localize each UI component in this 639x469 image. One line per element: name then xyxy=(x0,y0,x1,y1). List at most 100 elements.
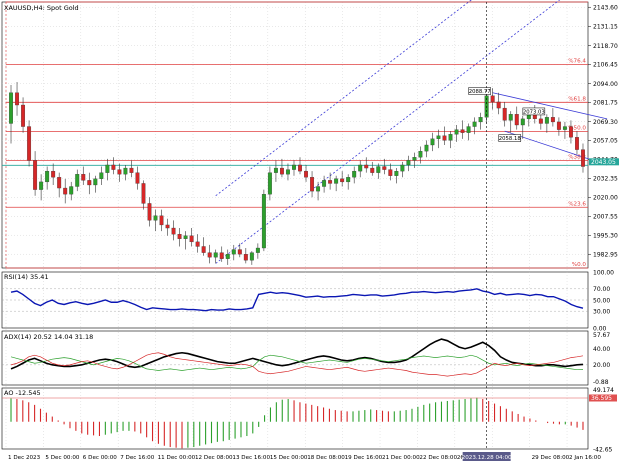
bear-candle xyxy=(243,254,248,261)
time-axis-label: 19 Dec 16:00 xyxy=(345,455,383,461)
price-box[interactable] xyxy=(522,107,546,116)
fib-level-label: %61.8 xyxy=(568,96,586,102)
bull-candle xyxy=(424,144,429,152)
symbol-title: XAUUSD,H4: Spot Gold xyxy=(4,4,79,12)
bull-candle xyxy=(472,121,477,127)
time-axis-label: 13 Dec 16:00 xyxy=(232,455,270,461)
bull-candle xyxy=(406,160,411,166)
ao-value-label: 36.595 xyxy=(591,395,612,402)
bear-candle xyxy=(310,177,315,192)
plus-di-line xyxy=(10,354,583,371)
price-axis-label: 1982.95 xyxy=(593,252,618,259)
bear-candle xyxy=(219,252,224,259)
bear-candle xyxy=(575,137,579,150)
time-axis-label: 7 Dec 16:00 xyxy=(120,455,155,461)
rsi-axis-label: 50.00 xyxy=(593,297,610,304)
bear-candle xyxy=(237,249,242,255)
bull-candle xyxy=(334,178,339,184)
bull-candle xyxy=(562,126,567,130)
price-axis-label: 2057.05 xyxy=(593,138,618,145)
adx-axis-label: 40.00 xyxy=(593,346,610,353)
bull-candle xyxy=(394,170,399,176)
rsi-title: RSI(14) 35.41 xyxy=(4,273,49,281)
price-pane-title: XAUUSD,H4: Spot Gold xyxy=(4,4,79,12)
price-axis-label: 2131.15 xyxy=(593,24,618,31)
crosshair-time-box xyxy=(462,452,511,461)
price-box-label: 2073.03 xyxy=(523,109,545,115)
bull-candle xyxy=(292,164,296,170)
bear-candle xyxy=(195,241,200,247)
bear-candle xyxy=(581,149,585,167)
bull-candle xyxy=(93,178,98,186)
time-axis-label: 22 Dec 08:00 xyxy=(419,455,457,461)
bull-candle xyxy=(478,117,483,123)
bear-candle xyxy=(171,227,176,235)
ao-title: AO -12.545 xyxy=(4,389,41,397)
down-channel-upper[interactable] xyxy=(492,92,608,120)
price-box[interactable] xyxy=(468,87,491,95)
bear-candle xyxy=(111,164,116,170)
bear-candle xyxy=(147,203,152,221)
bear-candle xyxy=(201,246,206,253)
crosshair: 2023.12.28 04:00 xyxy=(462,2,512,461)
adx-pane: 57.67 40.00 20.00 -0.88 xyxy=(2,332,610,386)
time-axis-label: 21 Dec 00:00 xyxy=(382,455,420,461)
price-axis-label: 2106.45 xyxy=(593,62,618,69)
ao-value-marker xyxy=(589,394,617,402)
bull-candle xyxy=(231,249,236,255)
price-axis-label: 2069.30 xyxy=(593,119,618,126)
bull-candle xyxy=(418,150,423,158)
current-price-marker xyxy=(589,158,619,166)
bull-candle xyxy=(261,194,266,249)
ao-axis-label: -42.65 xyxy=(593,447,613,454)
time-axis-label: 1 Dec 2023 xyxy=(8,455,41,461)
bull-candle xyxy=(376,166,381,173)
bear-candle xyxy=(298,164,302,172)
bull-candle xyxy=(75,174,80,187)
time-axis-label: 2 Jan 16:00 xyxy=(569,455,601,461)
rsi-pane: 100.00 70.00 50.00 30.00 0.00 xyxy=(2,269,614,332)
bull-candle xyxy=(225,254,230,259)
price-axis-label: 2007.55 xyxy=(593,214,618,221)
bear-candle xyxy=(328,180,333,184)
bear-candle xyxy=(382,166,387,170)
bear-candle xyxy=(490,95,495,103)
bull-candle xyxy=(267,172,272,195)
bull-candle xyxy=(346,177,351,183)
time-axis-label: 5 Dec 00:00 xyxy=(45,455,80,461)
time-axis-label: 6 Dec 00:00 xyxy=(83,455,118,461)
fib-level-label: %0.0 xyxy=(572,262,587,268)
adx-line xyxy=(10,338,584,370)
candlestick-series xyxy=(9,81,585,265)
bull-candle xyxy=(322,180,327,187)
bull-candle xyxy=(39,181,44,190)
bull-candle xyxy=(358,164,363,172)
fibonacci-retracement[interactable]: %100.0 %76.4 %61.8 %50.0 %38.2 %23.6 %0.0 xyxy=(2,0,588,269)
price-axis-label: 2032.35 xyxy=(593,176,618,183)
bear-candle xyxy=(141,183,146,204)
bear-candle xyxy=(502,107,507,121)
bear-candle xyxy=(15,92,19,106)
bear-candle xyxy=(135,172,140,184)
fib-level-label: %100.0 xyxy=(565,0,587,2)
bear-candle xyxy=(117,169,122,175)
bear-candle xyxy=(340,178,345,183)
ao-axis-label: 49.174 xyxy=(593,387,614,394)
bear-candle xyxy=(364,164,369,169)
price-box[interactable] xyxy=(498,134,522,142)
price-axis-label: 2143.60 xyxy=(593,5,618,12)
bear-candle xyxy=(21,104,26,127)
bear-candle xyxy=(189,235,194,243)
bear-candle xyxy=(460,129,465,133)
bull-candle xyxy=(400,164,405,172)
bear-candle xyxy=(556,121,561,130)
fib-level-label: %50.0 xyxy=(568,125,586,131)
pane-frame-adx xyxy=(1,330,589,386)
bear-candle xyxy=(57,177,62,189)
bull-candle xyxy=(520,118,525,126)
bull-candle xyxy=(255,247,260,253)
bull-candle xyxy=(9,92,13,124)
